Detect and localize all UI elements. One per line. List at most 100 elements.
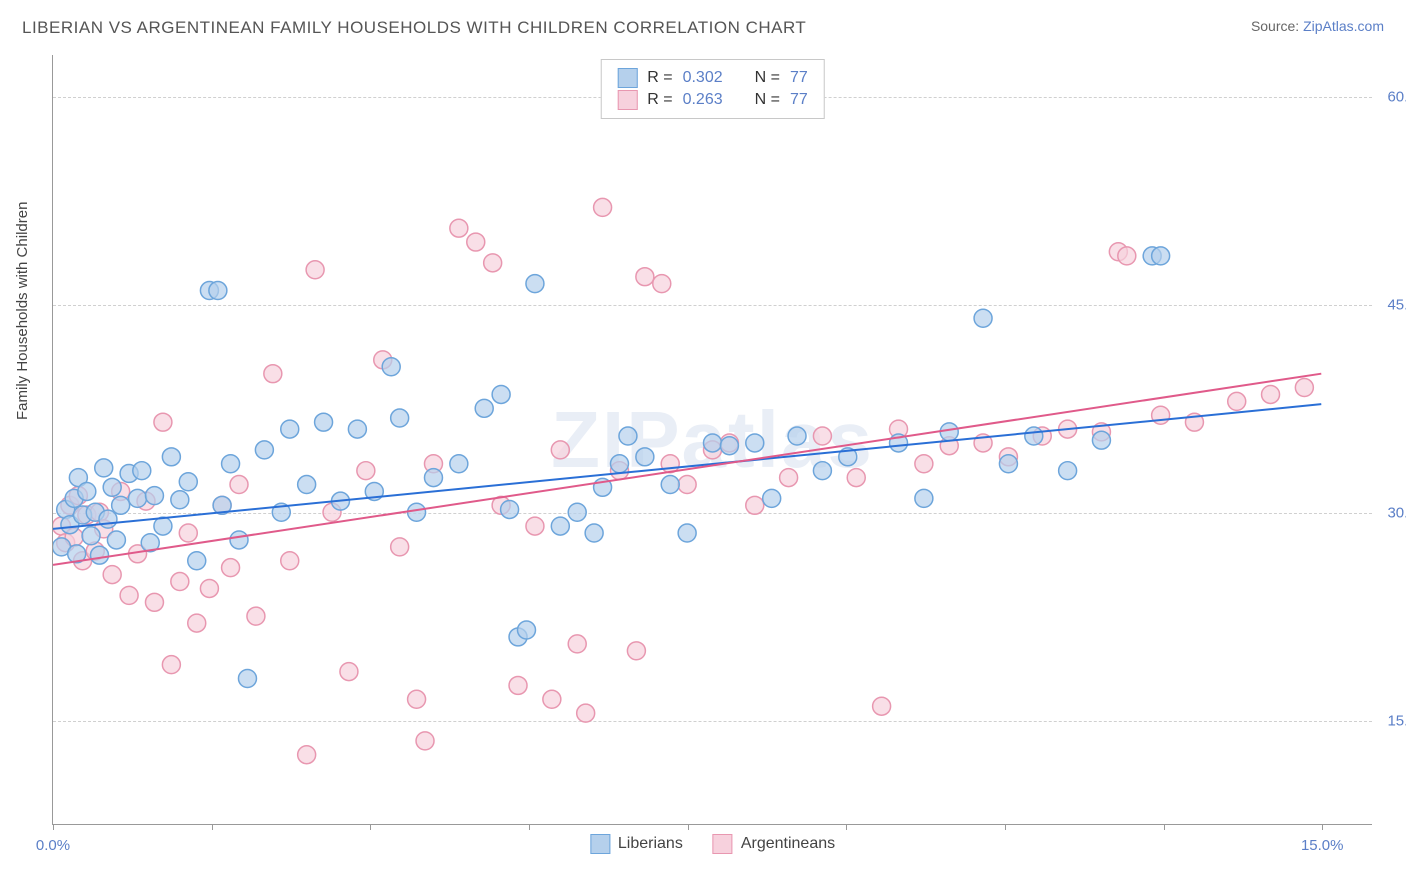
data-point — [95, 459, 113, 477]
data-point — [577, 704, 595, 722]
chart-header: LIBERIAN VS ARGENTINEAN FAMILY HOUSEHOLD… — [0, 0, 1406, 48]
data-point — [543, 690, 561, 708]
data-point — [188, 614, 206, 632]
data-point — [467, 233, 485, 251]
data-point — [200, 579, 218, 597]
data-point — [619, 427, 637, 445]
x-tick-mark — [53, 824, 54, 830]
data-point — [720, 437, 738, 455]
y-axis-label: Family Households with Children — [14, 202, 31, 420]
data-point — [704, 434, 722, 452]
data-point — [408, 503, 426, 521]
series-legend: Liberians Argentineans — [590, 834, 835, 854]
data-point — [171, 491, 189, 509]
data-point — [636, 448, 654, 466]
data-point — [171, 573, 189, 591]
y-tick-label: 15.0% — [1387, 712, 1406, 729]
data-point — [222, 559, 240, 577]
x-tick-mark — [370, 824, 371, 830]
data-point — [382, 358, 400, 376]
data-point — [78, 482, 96, 500]
chart-title: LIBERIAN VS ARGENTINEAN FAMILY HOUSEHOLD… — [22, 18, 806, 38]
data-point — [661, 476, 679, 494]
x-tick-mark — [688, 824, 689, 830]
data-point — [281, 552, 299, 570]
x-tick-mark — [846, 824, 847, 830]
swatch-liberians-icon — [617, 68, 637, 88]
data-point — [112, 496, 130, 514]
data-point — [746, 496, 764, 514]
n-label: N = — [755, 69, 780, 87]
data-point — [103, 566, 121, 584]
source-label: Source: — [1251, 18, 1303, 34]
data-point — [416, 732, 434, 750]
data-point — [1118, 247, 1136, 265]
data-point — [763, 489, 781, 507]
n-value: 77 — [790, 91, 808, 109]
data-point — [133, 462, 151, 480]
source-link[interactable]: ZipAtlas.com — [1303, 18, 1384, 34]
stats-row-argentineans: R = 0.263 N = 77 — [617, 90, 808, 110]
data-point — [568, 635, 586, 653]
x-tick-mark — [1005, 824, 1006, 830]
legend-item-argentineans: Argentineans — [713, 834, 835, 854]
data-point — [627, 642, 645, 660]
data-point — [636, 268, 654, 286]
data-point — [551, 517, 569, 535]
data-point — [264, 365, 282, 383]
data-point — [179, 524, 197, 542]
data-point — [475, 399, 493, 417]
data-point — [999, 455, 1017, 473]
data-point — [315, 413, 333, 431]
data-point — [974, 309, 992, 327]
data-point — [492, 385, 510, 403]
data-point — [107, 531, 125, 549]
data-point — [501, 500, 519, 518]
data-point — [391, 409, 409, 427]
data-point — [91, 546, 109, 564]
data-point — [129, 489, 147, 507]
data-point — [348, 420, 366, 438]
data-point — [230, 476, 248, 494]
data-point — [340, 663, 358, 681]
data-point — [450, 219, 468, 237]
data-point — [915, 455, 933, 473]
data-point — [915, 489, 933, 507]
y-tick-label: 45.0% — [1387, 296, 1406, 313]
data-point — [103, 478, 121, 496]
data-point — [82, 527, 100, 545]
data-point — [1228, 392, 1246, 410]
data-point — [154, 413, 172, 431]
data-point — [298, 476, 316, 494]
data-point — [1059, 462, 1077, 480]
data-point — [99, 510, 117, 528]
swatch-argentineans-icon — [617, 90, 637, 110]
data-point — [391, 538, 409, 556]
data-point — [594, 198, 612, 216]
r-value: 0.263 — [683, 91, 723, 109]
data-point — [526, 517, 544, 535]
data-point — [678, 524, 696, 542]
data-point — [813, 462, 831, 480]
y-tick-label: 60.0% — [1387, 88, 1406, 105]
data-point — [678, 476, 696, 494]
data-point — [780, 469, 798, 487]
n-value: 77 — [790, 69, 808, 87]
data-point — [145, 593, 163, 611]
data-point — [238, 670, 256, 688]
data-point — [145, 487, 163, 505]
x-tick-label: 0.0% — [36, 837, 70, 854]
data-point — [1025, 427, 1043, 445]
data-point — [450, 455, 468, 473]
r-value: 0.302 — [683, 69, 723, 87]
data-point — [188, 552, 206, 570]
n-label: N = — [755, 91, 780, 109]
legend-label: Argentineans — [741, 835, 835, 853]
data-point — [281, 420, 299, 438]
data-point — [788, 427, 806, 445]
data-point — [653, 275, 671, 293]
data-point — [484, 254, 502, 272]
x-tick-mark — [212, 824, 213, 830]
data-point — [551, 441, 569, 459]
data-point — [585, 524, 603, 542]
